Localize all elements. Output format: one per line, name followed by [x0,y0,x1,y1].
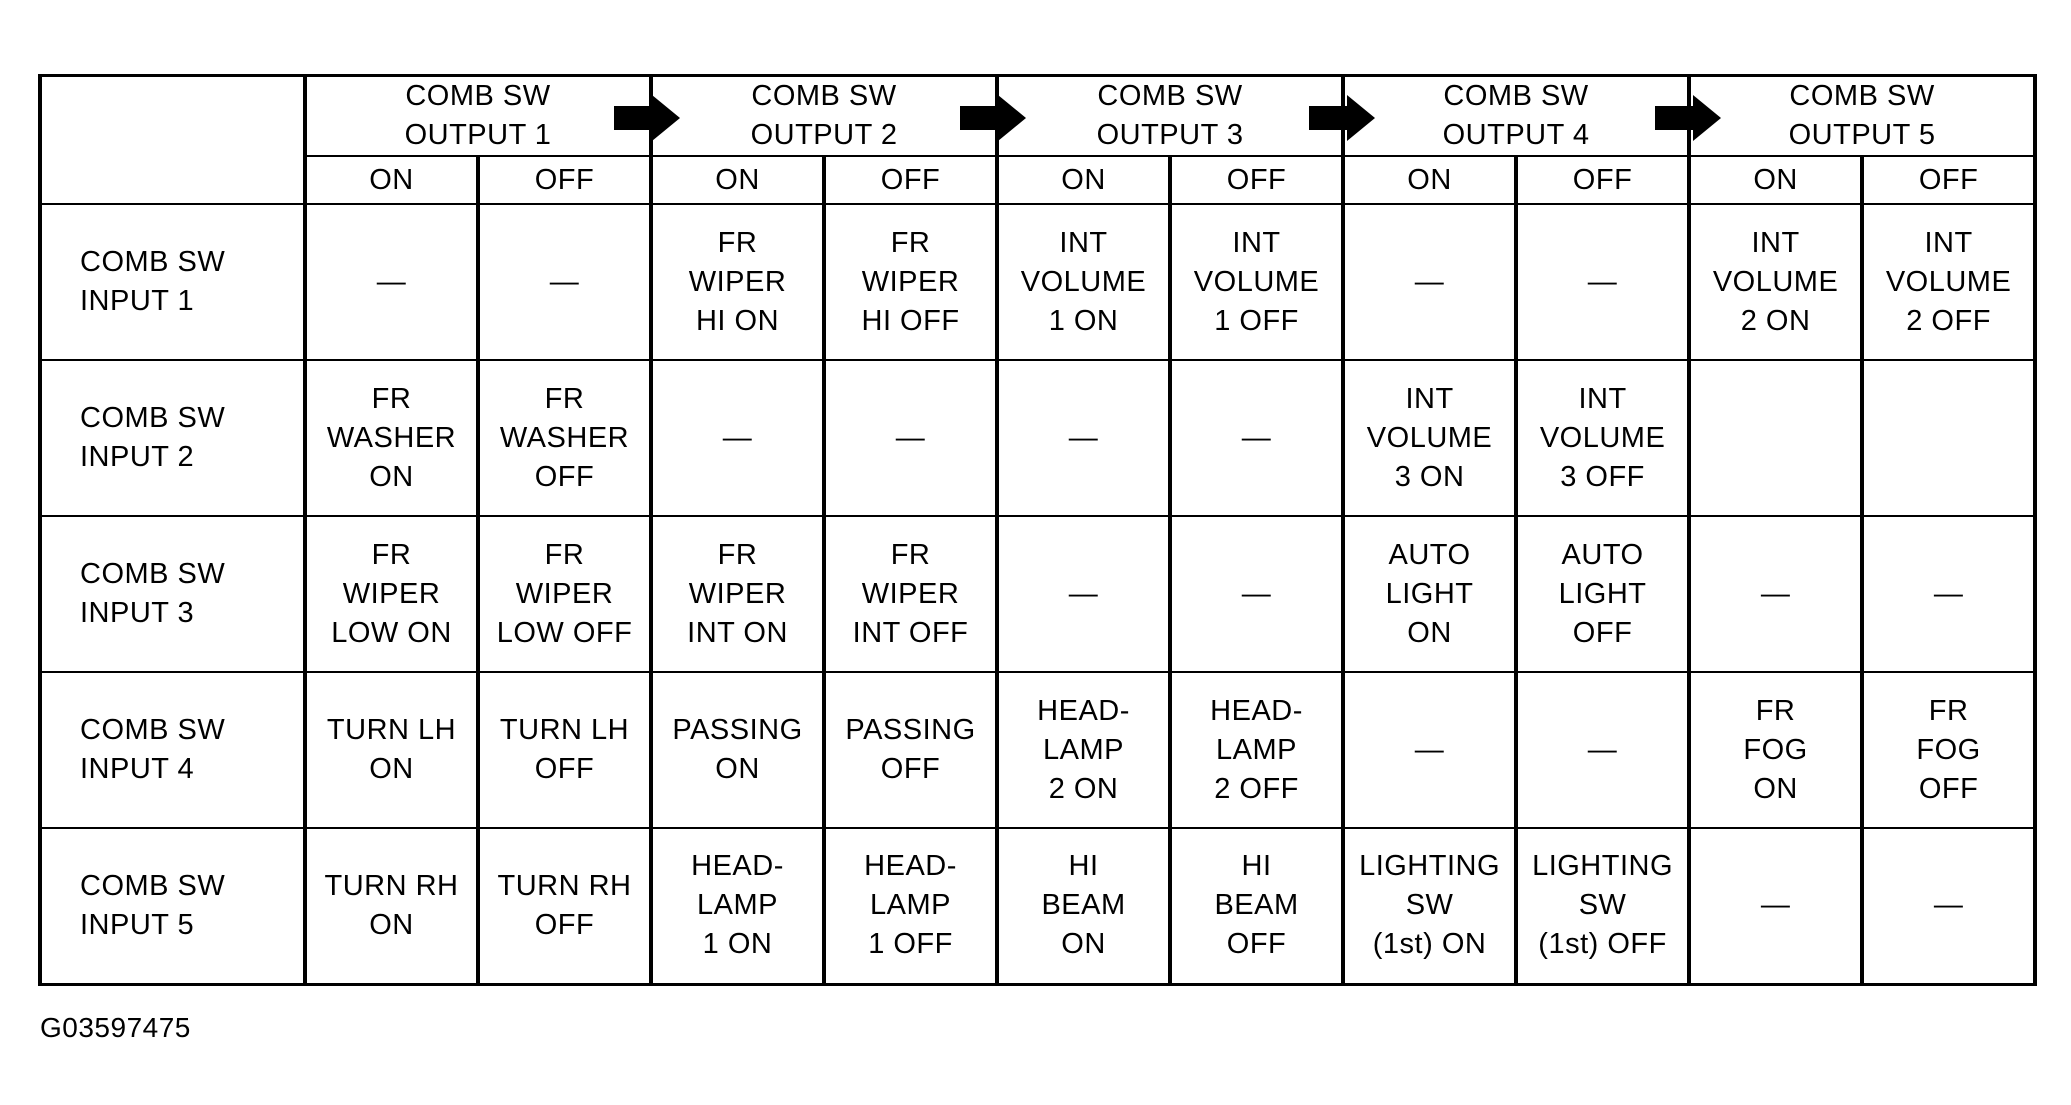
figure-id: G03597475 [40,1012,191,1043]
cell: — [303,203,480,361]
right-arrow-icon [1655,95,1721,141]
cell: INT VOLUME 2 OFF [1860,203,2038,361]
cell: FR WASHER OFF [475,359,654,517]
input-label-1: COMB SW INPUT 1 [38,203,307,361]
cell: HI BEAM OFF [1168,827,1346,985]
input-label-2: COMB SW INPUT 2 [38,359,307,517]
cell: AUTO LIGHT OFF [1514,515,1692,673]
output-header-4: COMB SW OUTPUT 4 [1341,74,1692,157]
cell: HEAD- LAMP 1 OFF [822,827,1000,985]
cell: PASSING ON [649,671,827,829]
off-header-1: OFF [475,155,654,205]
table-row-input-2: COMB SW INPUT 2 FR WASHER ON FR WASHER O… [38,359,2038,517]
cell: INT VOLUME 2 ON [1687,203,1865,361]
cell: — [1514,203,1692,361]
cell [1687,359,1865,517]
cell: LIGHTING SW (1st) OFF [1514,827,1692,985]
off-header-3: OFF [1168,155,1346,205]
right-arrow-icon [614,95,680,141]
cell: — [995,359,1173,517]
cell: — [1341,671,1519,829]
input-label-5: COMB SW INPUT 5 [38,827,307,985]
cell: FR WIPER INT OFF [822,515,1000,673]
cell: — [1860,827,2038,985]
cell: — [1341,203,1519,361]
cell: FR WIPER LOW OFF [475,515,654,673]
on-header-1: ON [303,155,480,205]
table-row-input-5: COMB SW INPUT 5 TURN RH ON TURN RH OFF H… [38,827,2038,985]
cell: — [1687,515,1865,673]
cell: INT VOLUME 3 ON [1341,359,1519,517]
output-header-3: COMB SW OUTPUT 3 [995,74,1346,157]
cell: TURN RH ON [303,827,480,985]
cell: TURN LH OFF [475,671,654,829]
cell: — [1168,515,1346,673]
cell: LIGHTING SW (1st) ON [1341,827,1519,985]
on-header-4: ON [1341,155,1519,205]
cell: FR FOG OFF [1860,671,2038,829]
off-header-5: OFF [1860,155,2038,205]
cell: INT VOLUME 3 OFF [1514,359,1692,517]
output-header-5: COMB SW OUTPUT 5 [1687,74,2038,157]
cell: TURN RH OFF [475,827,654,985]
cell: FR WIPER HI ON [649,203,827,361]
on-header-3: ON [995,155,1173,205]
cell [1860,359,2038,517]
off-header-2: OFF [822,155,1000,205]
on-header-2: ON [649,155,827,205]
cell: FR WIPER LOW ON [303,515,480,673]
cell: — [1514,671,1692,829]
cell: HI BEAM ON [995,827,1173,985]
cell: — [649,359,827,517]
input-label-4: COMB SW INPUT 4 [38,671,307,829]
cell: — [1860,515,2038,673]
cell: FR FOG ON [1687,671,1865,829]
off-header-4: OFF [1514,155,1692,205]
cell: — [1687,827,1865,985]
table-row-input-3: COMB SW INPUT 3 FR WIPER LOW ON FR WIPER… [38,515,2038,673]
cell: FR WASHER ON [303,359,480,517]
cell: TURN LH ON [303,671,480,829]
right-arrow-icon [1309,95,1375,141]
corner-cell [38,74,307,205]
cell: HEAD- LAMP 1 ON [649,827,827,985]
comb-sw-io-table-wrap: COMB SW OUTPUT 1 COMB SW OUTPUT 2 COMB S… [38,74,2038,986]
table-row-input-1: COMB SW INPUT 1 — — FR WIPER HI ON FR WI… [38,203,2038,361]
cell: FR WIPER HI OFF [822,203,1000,361]
cell: — [822,359,1000,517]
on-header-5: ON [1687,155,1865,205]
cell: HEAD- LAMP 2 OFF [1168,671,1346,829]
cell: HEAD- LAMP 2 ON [995,671,1173,829]
cell: — [995,515,1173,673]
cell: AUTO LIGHT ON [1341,515,1519,673]
cell: — [1168,359,1346,517]
cell: FR WIPER INT ON [649,515,827,673]
cell: INT VOLUME 1 ON [995,203,1173,361]
cell: PASSING OFF [822,671,1000,829]
output-header-1: COMB SW OUTPUT 1 [302,74,654,157]
cell: INT VOLUME 1 OFF [1168,203,1346,361]
table-row-input-4: COMB SW INPUT 4 TURN LH ON TURN LH OFF P… [38,671,2038,829]
comb-sw-io-table: COMB SW OUTPUT 1 COMB SW OUTPUT 2 COMB S… [38,74,2038,986]
right-arrow-icon [960,95,1026,141]
cell: — [475,203,654,361]
output-header-2: COMB SW OUTPUT 2 [649,74,1000,157]
input-label-3: COMB SW INPUT 3 [38,515,307,673]
